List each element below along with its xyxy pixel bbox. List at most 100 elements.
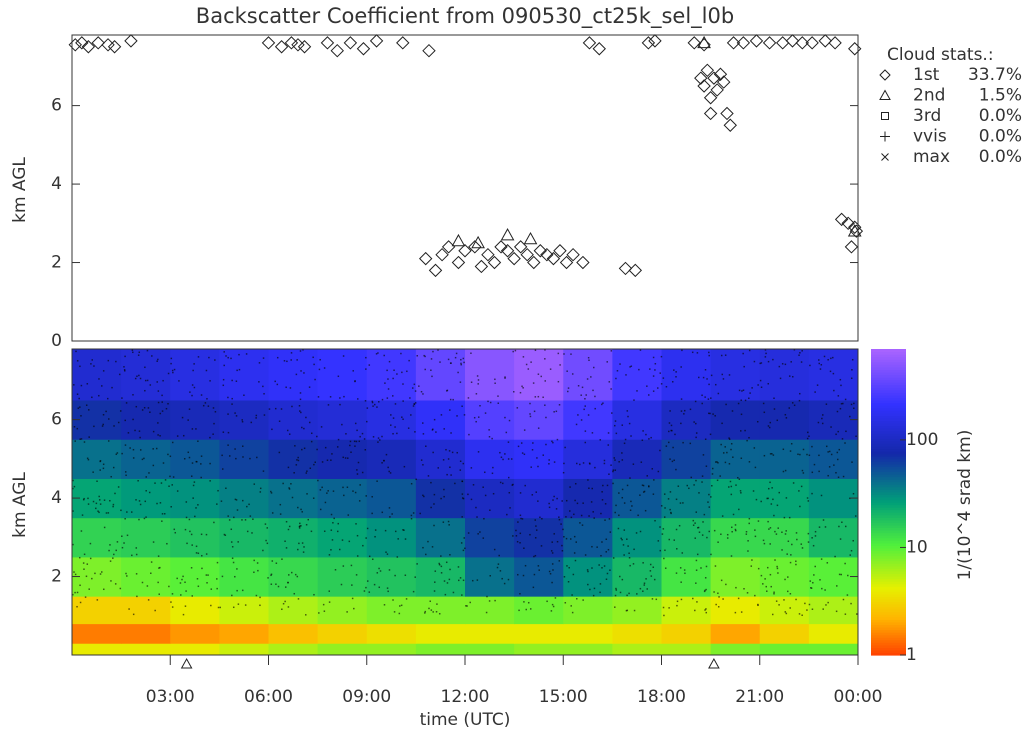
speckle-dot	[318, 368, 321, 371]
speckle-dot	[361, 432, 364, 435]
speckle-dot	[680, 581, 682, 583]
speckle-dot	[604, 519, 606, 521]
speckle-dot	[724, 446, 726, 448]
cloud-point	[68, 38, 82, 52]
speckle-dot	[314, 461, 316, 463]
cloud-point	[848, 220, 862, 234]
speckle-dot	[238, 353, 240, 356]
speckle-dot	[537, 565, 540, 567]
speckle-dot	[573, 513, 575, 516]
speckle-dot	[440, 497, 442, 500]
speckle-dot	[343, 494, 345, 497]
speckle-dot	[255, 417, 257, 419]
heat-cell	[612, 400, 662, 440]
speckle-dot	[648, 438, 650, 440]
speckle-dot	[279, 503, 282, 506]
speckle-dot	[580, 394, 582, 396]
speckle-dot	[609, 531, 612, 533]
speckle-dot	[652, 390, 655, 392]
colorbar-swatch	[871, 504, 906, 508]
speckle-dot	[182, 613, 185, 616]
speckle-dot	[368, 555, 371, 558]
speckle-dot	[216, 587, 218, 590]
speckle-dot	[185, 590, 187, 592]
speckle-dot	[604, 503, 607, 505]
speckle-dot	[106, 397, 109, 400]
speckle-dot	[138, 374, 140, 377]
cloud-point	[749, 34, 764, 48]
speckle-dot	[799, 352, 801, 354]
speckle-dot	[489, 575, 491, 577]
speckle-dot	[523, 601, 525, 603]
speckle-dot	[851, 358, 854, 361]
speckle-dot	[551, 440, 553, 443]
heat-cell	[514, 643, 564, 656]
speckle-dot	[246, 505, 248, 508]
speckle-dot	[738, 389, 741, 392]
speckle-dot	[630, 500, 632, 503]
speckle-dot	[567, 387, 570, 389]
speckle-dot	[308, 421, 311, 424]
cloud-point	[81, 40, 96, 54]
legend-value: 33.7%	[968, 65, 1022, 85]
speckle-dot	[553, 411, 555, 413]
y-axis-label: km AGL	[10, 472, 30, 538]
speckle-dot	[428, 607, 430, 610]
speckle-dot	[531, 494, 534, 496]
speckle-dot	[148, 491, 151, 494]
speckle-dot	[840, 573, 843, 576]
speckle-dot	[754, 529, 756, 531]
cloud-point	[523, 231, 538, 245]
speckle-dot	[615, 504, 617, 507]
speckle-dot	[368, 591, 371, 593]
speckle-dot	[423, 354, 425, 357]
speckle-dot	[356, 555, 359, 557]
colorbar-swatch	[871, 578, 906, 582]
speckle-dot	[402, 529, 404, 531]
speckle-dot	[91, 359, 94, 361]
speckle-dot	[830, 426, 832, 428]
speckle-dot	[97, 510, 99, 512]
heat-cell	[514, 596, 564, 625]
speckle-dot	[383, 354, 385, 357]
cloud-point	[717, 75, 731, 89]
colorbar-swatch	[871, 415, 906, 419]
speckle-dot	[406, 370, 408, 373]
colorbar-swatch	[871, 366, 906, 370]
speckle-dot	[214, 411, 217, 413]
colorbar-swatch	[871, 430, 906, 434]
speckle-dot	[289, 387, 292, 389]
speckle-dot	[751, 387, 753, 389]
heat-cell	[808, 439, 859, 479]
speckle-dot	[371, 558, 374, 561]
heat-cell	[563, 623, 613, 644]
speckle-dot	[424, 612, 426, 614]
speckle-dot	[157, 401, 160, 404]
speckle-dot	[673, 539, 676, 541]
speckle-dot	[457, 566, 460, 568]
speckle-dot	[305, 523, 308, 526]
speckle-dot	[347, 457, 349, 459]
speckle-dot	[109, 499, 111, 502]
speckle-dot	[735, 484, 737, 486]
speckle-dot	[710, 553, 712, 556]
speckle-dot	[77, 407, 80, 409]
speckle-dot	[270, 490, 272, 493]
speckle-dot	[713, 591, 715, 593]
speckle-dot	[371, 401, 374, 404]
speckle-dot	[114, 583, 117, 585]
speckle-dot	[103, 588, 105, 591]
speckle-dot	[810, 587, 812, 589]
speckle-dot	[775, 533, 778, 535]
speckle-dot	[257, 569, 259, 572]
speckle-dot	[110, 475, 112, 478]
speckle-dot	[743, 588, 745, 590]
speckle-dot	[537, 395, 540, 398]
speckle-dot	[98, 378, 100, 380]
speckle-dot	[691, 351, 694, 354]
speckle-dot	[405, 598, 408, 600]
speckle-dot	[551, 552, 554, 554]
speckle-dot	[669, 508, 671, 511]
speckle-dot	[708, 354, 710, 357]
speckle-dot	[569, 538, 572, 540]
